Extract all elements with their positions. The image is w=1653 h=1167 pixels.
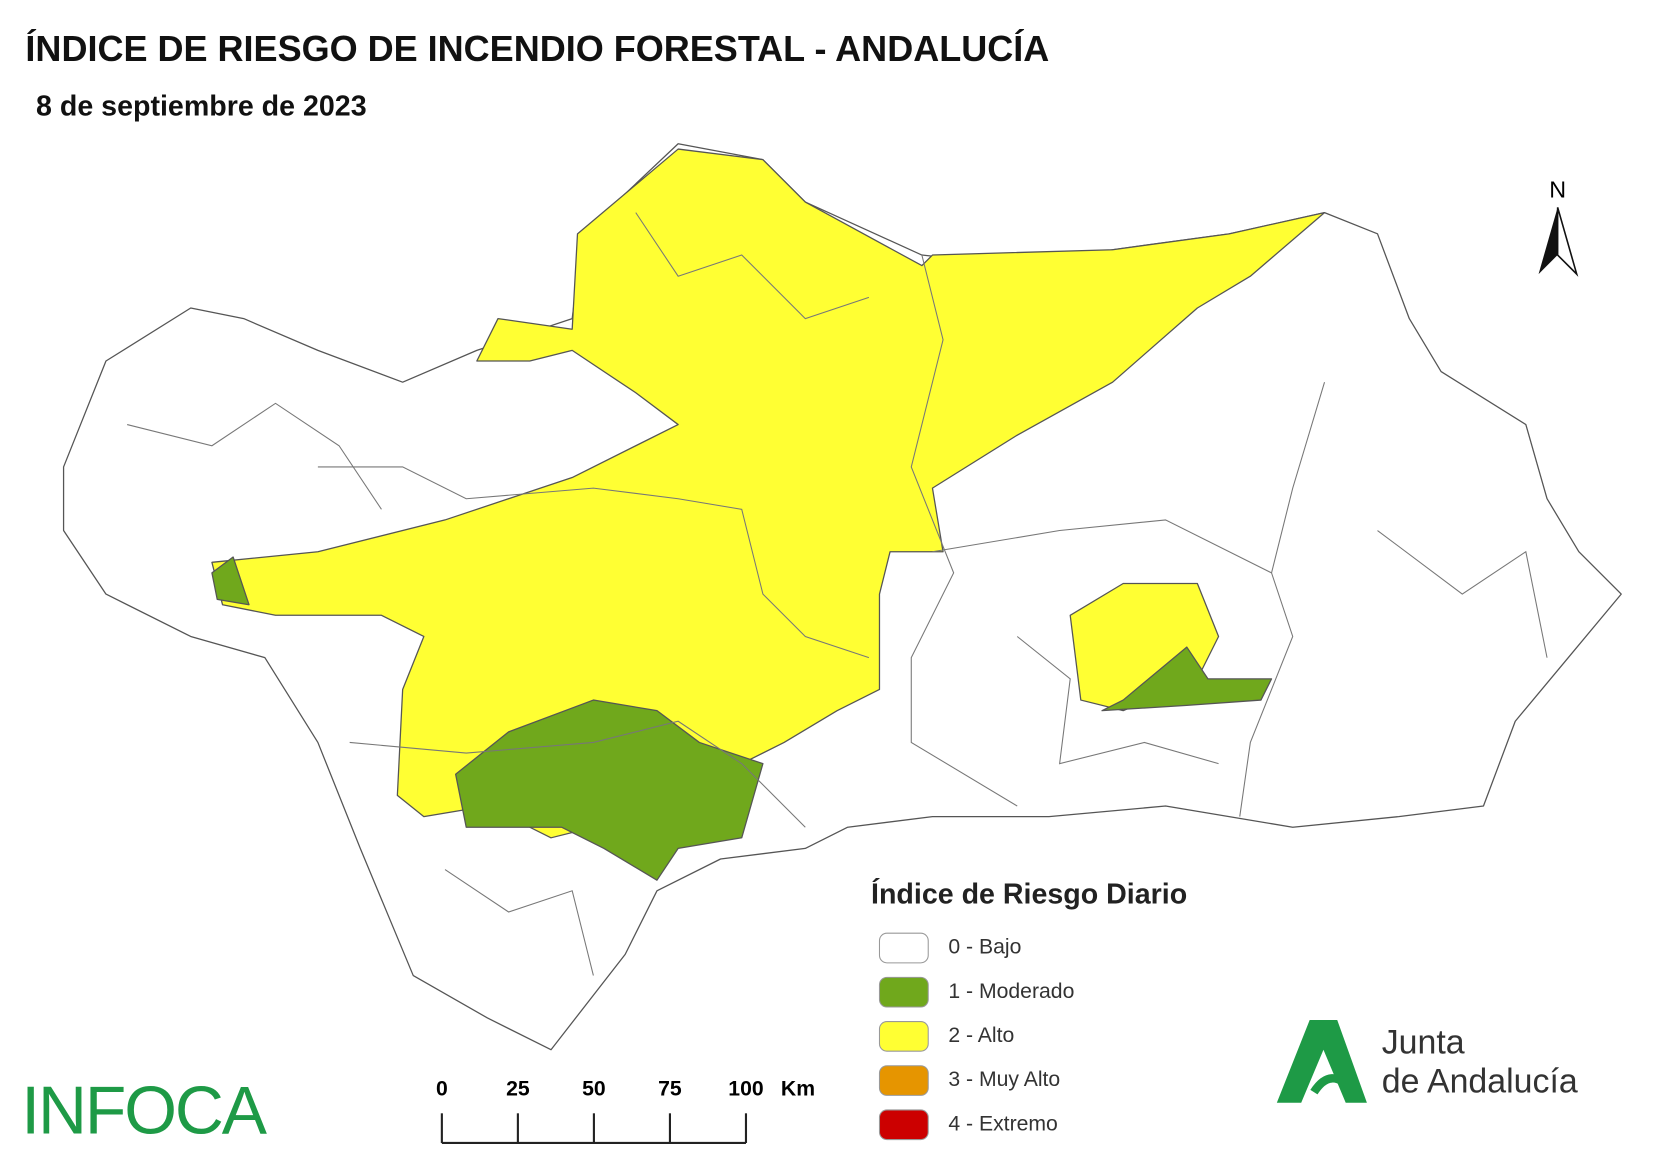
- municipal-line: [1016, 636, 1219, 765]
- legend-swatch: [878, 1109, 929, 1141]
- legend-label: 3 - Muy Alto: [948, 1068, 1060, 1091]
- map: [62, 143, 1622, 1051]
- province-border: [932, 519, 1272, 574]
- legend-label: 4 - Extremo: [948, 1112, 1057, 1135]
- region-moderado: [1101, 646, 1273, 712]
- junta-mark-arc: [1310, 1074, 1356, 1095]
- municipal-line: [127, 402, 382, 510]
- legend-title: Índice de Riesgo Diario: [871, 877, 1187, 911]
- infoca-logo: INFOCA: [21, 1073, 268, 1148]
- legend-swatch: [878, 1065, 929, 1096]
- scale-label: 75: [658, 1078, 682, 1101]
- scale-label: 25: [506, 1078, 530, 1101]
- scale-label: 50: [582, 1078, 606, 1101]
- legend-label: 2 - Alto: [948, 1024, 1014, 1047]
- municipal-line: [635, 212, 870, 320]
- legend-swatch: [878, 976, 929, 1008]
- scale-label: 0: [436, 1078, 448, 1101]
- province-border: [910, 254, 1018, 807]
- title: ÍNDICE DE RIESGO DE INCENDIO FORESTAL - …: [25, 28, 1049, 69]
- junta-logo: Junta de Andalucía: [1276, 1020, 1578, 1103]
- province-border: [317, 466, 870, 659]
- region-moderado: [211, 556, 250, 606]
- subtitle: 8 de septiembre de 2023: [36, 90, 367, 122]
- province-border: [349, 720, 806, 828]
- junta-mark: [1276, 1020, 1367, 1103]
- junta-text: de Andalucía: [1382, 1063, 1578, 1101]
- legend-label: 1 - Moderado: [948, 980, 1074, 1003]
- municipal-line: [444, 869, 594, 976]
- legend-label: 0 - Bajo: [948, 936, 1021, 959]
- north-arrow-left: [1538, 207, 1558, 275]
- north-arrow: N: [1538, 177, 1579, 277]
- province-border: [1239, 382, 1326, 817]
- legend-swatch: [878, 1021, 929, 1052]
- scale-label: 100: [728, 1078, 763, 1101]
- north-label: N: [1549, 177, 1566, 203]
- legend: Índice de Riesgo Diario 0 - Bajo 1 - Mode…: [871, 877, 1187, 1141]
- region-moderado: [454, 699, 764, 881]
- scale-bar: 0 25 50 75 100 Km: [436, 1078, 815, 1145]
- north-arrow-right: [1556, 207, 1579, 277]
- region-alto: [211, 148, 1326, 839]
- junta-text: Junta: [1382, 1023, 1465, 1061]
- scale-unit: Km: [781, 1078, 815, 1101]
- municipal-line: [1377, 530, 1548, 658]
- legend-swatch: [878, 932, 929, 964]
